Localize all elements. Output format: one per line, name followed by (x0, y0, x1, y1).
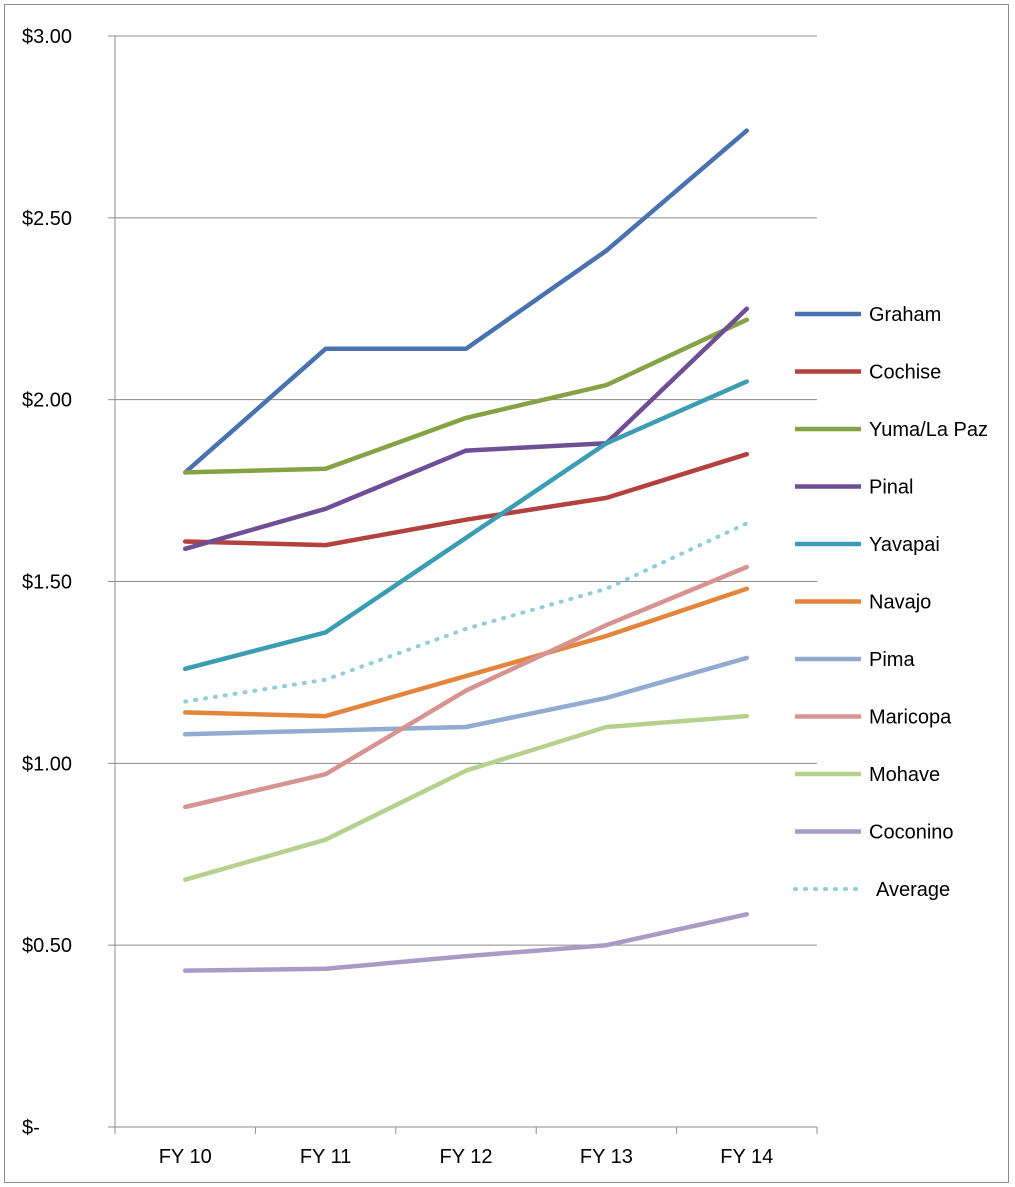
legend-label-maricopa: Maricopa (869, 707, 952, 729)
legend: Graham Cochise Yuma/La Paz Pinal Yavapai Nava… (793, 304, 988, 901)
legend-label-yavapai: Yavapai (869, 534, 940, 556)
series-line-navajo (182, 586, 750, 719)
gridlines (115, 35, 817, 946)
series-line-cochise (182, 451, 750, 548)
y-tick-label: $1.50 (22, 572, 72, 594)
legend-label-yuma-la-paz: Yuma/La Paz (869, 419, 988, 441)
y-tick-label: $2.00 (22, 390, 72, 412)
legend-label-coconino: Coconino (869, 822, 954, 844)
legend-label-pima: Pima (869, 649, 915, 671)
series-line-maricopa (182, 564, 750, 810)
legend-label-navajo: Navajo (869, 592, 931, 614)
legend-label-pinal: Pinal (869, 477, 913, 499)
y-tick-label: $2.50 (22, 208, 72, 230)
legend-label-cochise: Cochise (869, 362, 941, 384)
chart-frame (4, 4, 1009, 1183)
series-line-yavapai (182, 379, 750, 672)
x-tick-label: FY 14 (720, 1146, 773, 1168)
x-tick-label: FY 11 (300, 1146, 352, 1168)
legend-label-mohave: Mohave (869, 764, 940, 786)
legend-label-graham: Graham (869, 304, 941, 326)
x-tick-label: FY 12 (440, 1146, 493, 1168)
series-line-yuma-la-paz (182, 317, 750, 475)
series-lines (182, 128, 750, 973)
y-tick-label: $- (22, 1117, 40, 1139)
legend-label-average: Average (876, 879, 950, 901)
series-line-pima (182, 655, 750, 737)
series-line-average (183, 521, 749, 704)
y-tick-label: $3.00 (22, 26, 72, 48)
x-tick-label: FY 10 (159, 1146, 212, 1168)
x-tick-label: FY 13 (580, 1146, 633, 1168)
series-line-graham (182, 128, 750, 475)
y-tick-label: $1.00 (22, 753, 72, 775)
series-line-mohave (182, 713, 750, 882)
y-tick-label: $0.50 (22, 935, 72, 957)
series-line-pinal (182, 306, 750, 552)
axes: $- $0.50 $1.00 $1.50 $2.00 $2.50 $3.00 FY 10 FY … (22, 26, 818, 1168)
series-line-coconino (182, 912, 750, 973)
